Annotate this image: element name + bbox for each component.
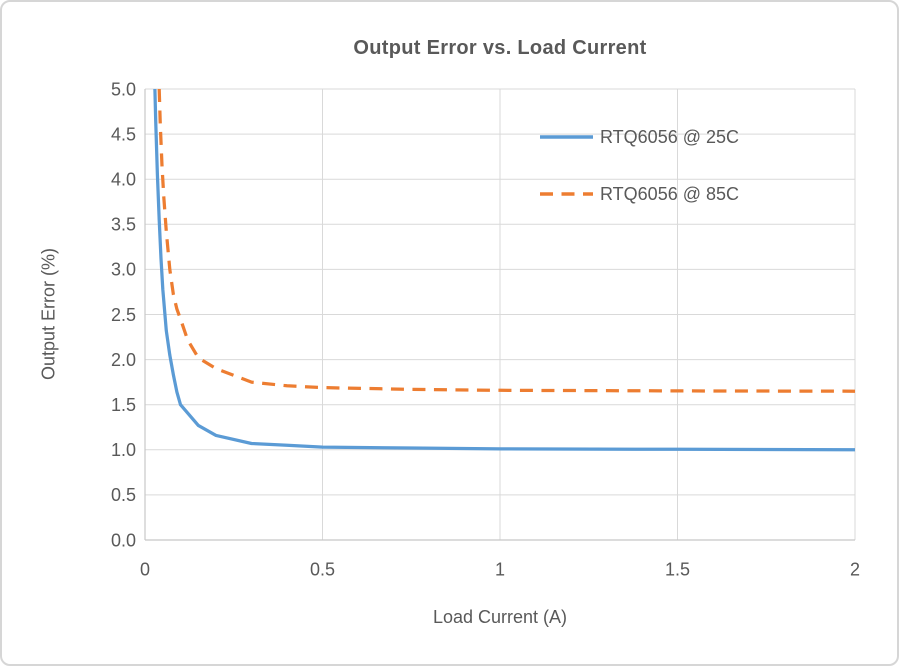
y-tick-label: 4.0 <box>111 170 136 190</box>
y-tick-label: 5.0 <box>111 79 136 99</box>
x-tick-label: 2 <box>850 559 860 579</box>
legend-entry-25c: RTQ6056 @ 25C <box>540 124 739 150</box>
legend-label-25c: RTQ6056 @ 25C <box>600 126 740 147</box>
legend-line-sample-85c <box>540 192 593 196</box>
y-tick-label: 2.0 <box>111 350 136 370</box>
x-axis-title: Load Current (A) <box>432 607 568 627</box>
legend-label-85c: RTQ6056 @ 85C <box>600 183 740 204</box>
y-tick-label: 4.5 <box>111 124 136 144</box>
y-tick-label: 3.0 <box>111 260 136 280</box>
y-tick-label: 0.5 <box>111 485 136 505</box>
y-tick-label: 0.0 <box>111 530 136 550</box>
y-tick-label: 1.5 <box>111 395 136 415</box>
y-tick-label: 1.0 <box>111 440 136 460</box>
x-tick-label: 0 <box>140 559 150 579</box>
y-tick-label: 2.5 <box>111 305 136 325</box>
x-tick-label: 0.5 <box>310 559 335 579</box>
series-line-25c <box>153 88 856 452</box>
y-tick-label: 3.5 <box>111 215 136 235</box>
chart-title: Output Error vs. Load Current <box>353 37 647 59</box>
x-tick-label: 1.5 <box>665 559 690 579</box>
series-line-85c <box>157 88 856 393</box>
legend-line-sample-25c <box>540 135 593 139</box>
y-axis-title: Output Error (%) <box>38 247 59 381</box>
x-tick-label: 1 <box>495 559 505 579</box>
legend-entry-85c: RTQ6056 @ 85C <box>540 181 739 207</box>
